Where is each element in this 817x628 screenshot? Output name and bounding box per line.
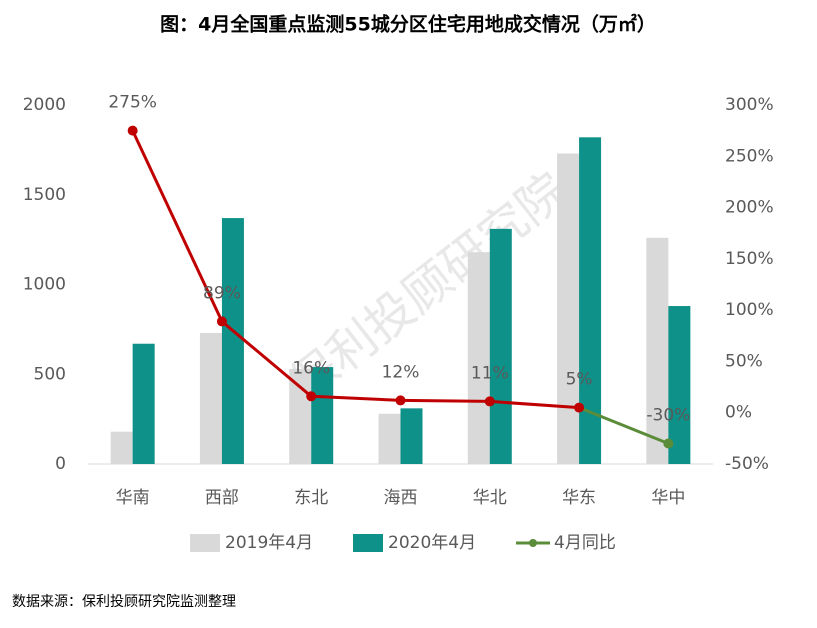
y2-tick-label: -50% <box>725 454 769 474</box>
bar <box>579 137 602 464</box>
bar <box>400 408 423 464</box>
bar <box>646 237 669 464</box>
bar <box>489 228 512 464</box>
bar <box>378 413 401 464</box>
line-point <box>216 316 227 327</box>
legend-label: 2020年4月 <box>388 533 476 553</box>
y2-tick-label: 100% <box>725 300 774 320</box>
bar <box>311 367 334 464</box>
line-point <box>127 125 138 136</box>
y2-tick-label: 250% <box>725 146 774 166</box>
bar <box>668 306 691 464</box>
y2-tick-label: 300% <box>725 95 774 115</box>
value-label: 12% <box>382 362 420 382</box>
value-label: 11% <box>471 363 509 383</box>
line-point <box>663 438 674 449</box>
bar <box>557 153 580 464</box>
line-segment <box>578 406 669 445</box>
bar <box>110 431 133 464</box>
line-point <box>484 396 495 407</box>
y-tick-label: 1000 <box>23 275 66 295</box>
y-tick-label: 0 <box>55 454 66 474</box>
y2-tick-label: 0% <box>725 403 752 423</box>
line-point <box>574 402 585 413</box>
x-tick-label: 华南 <box>116 488 150 508</box>
y2-tick-label: 200% <box>725 198 774 218</box>
legend-swatch <box>353 534 383 552</box>
line-segment <box>311 394 401 402</box>
x-tick-label: 华东 <box>562 488 596 508</box>
bar <box>132 343 155 464</box>
y2-tick-label: 50% <box>725 351 763 371</box>
bar <box>199 332 222 464</box>
value-label: 275% <box>108 93 157 113</box>
chart-title: 图：4月全国重点监测55城分区住宅用地成交情况（万㎡） <box>160 13 656 36</box>
bar <box>289 368 312 464</box>
y-tick-label: 1500 <box>23 185 66 205</box>
bar <box>467 252 490 464</box>
line-point <box>395 395 406 406</box>
line-segment <box>131 130 224 323</box>
value-label: 5% <box>566 370 593 390</box>
value-label: -30% <box>646 405 690 425</box>
source: 数据来源：保利投顾研究院监测整理 <box>12 594 236 610</box>
x-tick-label: 华中 <box>651 488 685 508</box>
line-point <box>306 391 317 402</box>
x-tick-label: 西部 <box>205 488 239 508</box>
legend-marker <box>529 539 537 547</box>
line-segment <box>220 320 313 398</box>
y-tick-label: 2000 <box>23 95 66 115</box>
legend-swatch <box>190 534 220 552</box>
value-label: 16% <box>292 358 330 378</box>
x-tick-label: 华北 <box>473 488 507 508</box>
bar <box>221 218 244 464</box>
line-segment <box>489 399 580 410</box>
x-tick-label: 东北 <box>294 488 328 508</box>
y2-tick-label: 150% <box>725 249 774 269</box>
legend-label: 4月同比 <box>554 533 616 553</box>
y-tick-label: 500 <box>34 364 66 384</box>
legend-label: 2019年4月 <box>225 533 313 553</box>
x-tick-label: 海西 <box>384 488 418 508</box>
value-label: 89% <box>203 283 241 303</box>
line-segment <box>400 398 490 403</box>
